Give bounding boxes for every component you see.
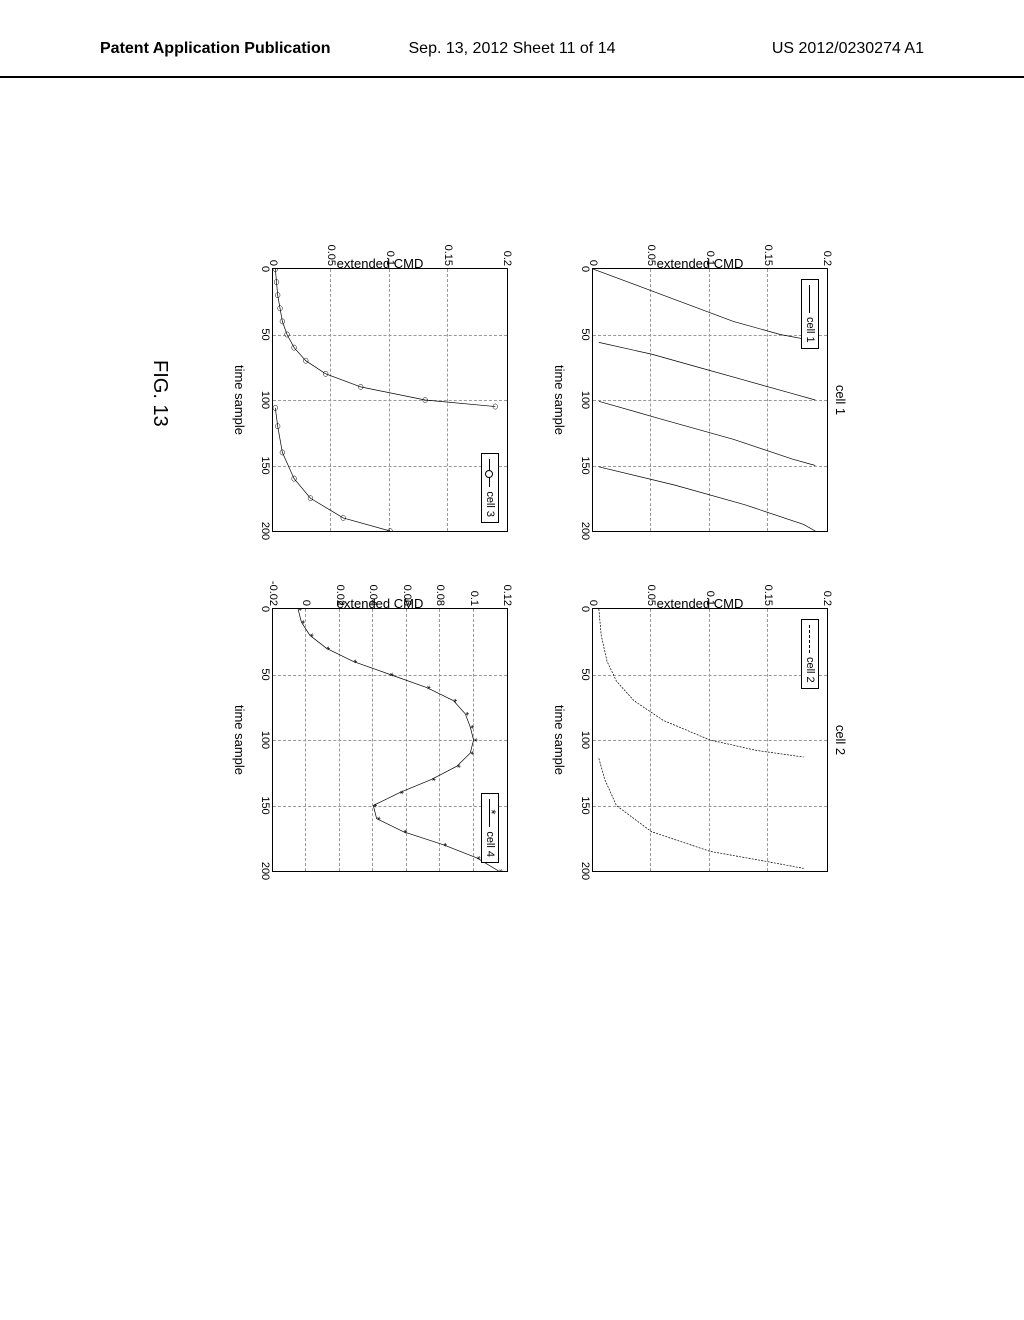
x-tick-label: 0 [259, 606, 271, 612]
svg-text:*: * [368, 803, 378, 807]
figure-caption: FIG. 13 [148, 360, 171, 427]
svg-text:*: * [460, 712, 470, 716]
legend-sample-icon [490, 799, 491, 827]
chart-title: cell 2 [833, 608, 848, 872]
legend: cell 3 [481, 453, 499, 523]
svg-text:*: * [465, 751, 475, 755]
svg-text:*: * [398, 830, 408, 834]
svg-text:*: * [304, 633, 314, 637]
y-tick-label: 0.2 [821, 591, 833, 606]
x-tick-label: 0 [579, 266, 591, 272]
x-tick-label: 100 [259, 731, 271, 749]
svg-text:*: * [394, 790, 404, 794]
legend-sample-icon [810, 625, 811, 653]
y-tick-label: 0.15 [763, 585, 775, 606]
x-axis-label: time sample [552, 608, 567, 872]
x-tick-label: 100 [259, 391, 271, 409]
legend-label: cell 1 [804, 317, 816, 343]
y-tick-label: 0.2 [821, 251, 833, 266]
plot-box: cell 100.050.10.150.2050100150200 [592, 268, 828, 532]
x-tick-label: 50 [259, 668, 271, 680]
y-tick-label: 0.2 [501, 251, 513, 266]
x-tick-label: 150 [259, 456, 271, 474]
x-tick-label: 50 [579, 668, 591, 680]
svg-text:*: * [493, 869, 503, 871]
data-series [593, 609, 827, 871]
x-axis-label: time sample [232, 608, 247, 872]
chart-panel-cell3: cell 300.050.10.150.2050100150200extende… [230, 220, 530, 540]
legend: cell 4 [481, 793, 499, 863]
y-tick-label: 0.08 [434, 585, 446, 606]
svg-text:*: * [371, 817, 381, 821]
x-tick-label: 200 [259, 522, 271, 540]
x-tick-label: 50 [579, 328, 591, 340]
y-tick-label: 0.1 [468, 591, 480, 606]
legend: cell 1 [801, 279, 819, 349]
y-tick-label: -0.02 [267, 581, 279, 606]
svg-text:*: * [448, 699, 458, 703]
legend-label: cell 2 [804, 657, 816, 683]
x-tick-label: 200 [579, 522, 591, 540]
svg-text:*: * [384, 672, 394, 676]
header-center: Sep. 13, 2012 Sheet 11 of 14 [409, 40, 616, 58]
x-tick-label: 100 [579, 731, 591, 749]
x-tick-label: 0 [579, 606, 591, 612]
svg-text:*: * [451, 764, 461, 768]
svg-text:*: * [465, 725, 475, 729]
page-header: Patent Application Publication Sep. 13, … [0, 40, 1024, 78]
x-tick-label: 200 [259, 862, 271, 880]
data-series [273, 269, 507, 531]
header-right: US 2012/0230274 A1 [772, 40, 924, 58]
legend-label: cell 4 [484, 831, 496, 857]
y-tick-label: 0 [300, 600, 312, 606]
svg-text:*: * [468, 738, 478, 742]
chart-panel-cell1: cell 100.050.10.150.2050100150200cell 1e… [550, 220, 850, 540]
legend: cell 2 [801, 619, 819, 689]
figure-rotated-container: cell 100.050.10.150.2050100150200cell 1e… [190, 220, 850, 840]
data-series [593, 269, 827, 531]
x-tick-label: 100 [579, 391, 591, 409]
svg-text:*: * [296, 620, 306, 624]
svg-text:*: * [292, 609, 302, 611]
legend-sample-icon [810, 285, 811, 313]
x-axis-label: time sample [232, 268, 247, 532]
legend-label: cell 3 [484, 491, 496, 517]
svg-text:*: * [348, 659, 358, 663]
svg-text:*: * [438, 843, 448, 847]
legend-sample-icon [490, 459, 491, 487]
x-tick-label: 50 [259, 328, 271, 340]
chart-panel-cell2: cell 200.050.10.150.2050100150200cell 2e… [550, 560, 850, 880]
plot-box: cell 300.050.10.150.2050100150200 [272, 268, 508, 532]
svg-text:*: * [321, 646, 331, 650]
y-tick-label: 0.12 [501, 585, 513, 606]
chart-title: cell 1 [833, 268, 848, 532]
x-tick-label: 200 [579, 862, 591, 880]
x-tick-label: 0 [259, 266, 271, 272]
header-left: Patent Application Publication [100, 40, 331, 70]
y-tick-label: 0.15 [763, 245, 775, 266]
x-tick-label: 150 [579, 456, 591, 474]
x-axis-label: time sample [552, 268, 567, 532]
x-tick-label: 150 [259, 796, 271, 814]
y-tick-label: 0.15 [443, 245, 455, 266]
plot-box: cell 200.050.10.150.2050100150200 [592, 608, 828, 872]
chart-panel-cell4: cell 4-0.0200.020.040.060.080.10.1205010… [230, 560, 530, 880]
svg-text:*: * [421, 686, 431, 690]
plot-box: cell 4-0.0200.020.040.060.080.10.1205010… [272, 608, 508, 872]
svg-text:*: * [426, 777, 436, 781]
x-tick-label: 150 [579, 796, 591, 814]
data-series: ********************* [273, 609, 507, 871]
